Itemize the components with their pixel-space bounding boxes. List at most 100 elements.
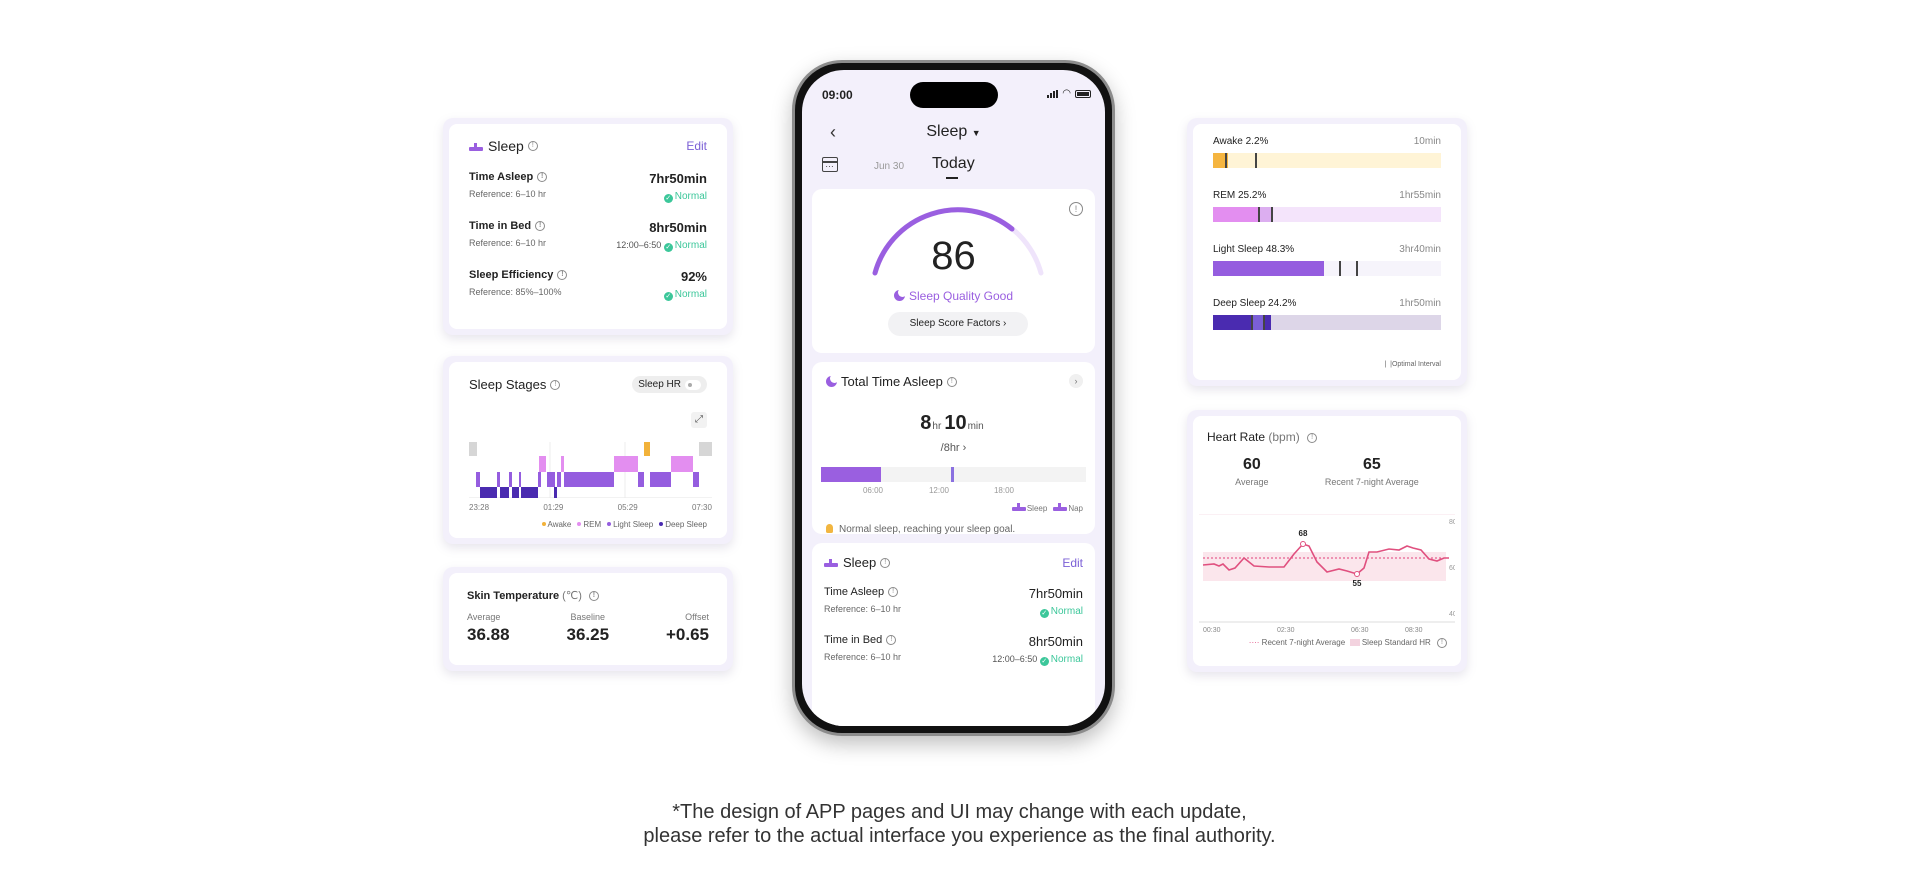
stage-deep: Deep Sleep 24.2% 1hr50min [1213, 298, 1441, 330]
legend-light: Light Sleep [607, 520, 653, 529]
awake-dot-icon [541, 522, 546, 526]
metric-value: 92% [680, 269, 707, 284]
sleep-stages-chart [469, 442, 712, 498]
check-icon: ✓ [663, 243, 673, 252]
info-icon[interactable] [535, 221, 546, 232]
sleep-summary-panel: Sleep Edit Time Asleep Reference: 6–10 h… [443, 118, 733, 335]
calendar-icon[interactable] [822, 157, 838, 172]
date-tab-prev[interactable]: Jun 30 [874, 161, 905, 172]
bed-time-range: 12:00–6:50 [992, 654, 1038, 664]
stage-rem: REM 25.2% 1hr55min [1213, 190, 1441, 222]
phone-frame: 09:00 ◠ ‹ Sleep ▼ Jun 30 Today ! 86 Slee… [792, 60, 1115, 736]
info-icon[interactable] [880, 557, 891, 568]
nav-title-dropdown[interactable]: Sleep ▼ [926, 123, 981, 140]
metric-time-asleep: Time Asleep Reference: 6–10 hr 7hr50min … [469, 171, 707, 203]
status-badge: ✓ Normal [1039, 654, 1083, 666]
sleep-goal-link[interactable]: /8hr › [940, 442, 967, 454]
sleep-card-title: Sleep [843, 555, 877, 570]
x-tick: 07:30 [691, 503, 712, 512]
status-badge: ✓ Normal [1039, 606, 1083, 618]
sleep-hr-toggle[interactable]: Sleep HR [632, 376, 707, 393]
stage-light: Light Sleep 48.3% 3hr40min [1213, 244, 1441, 276]
heart-rate-title: Heart Rate [1207, 430, 1266, 444]
x-tick: 05:29 [617, 503, 638, 512]
sleep-legend-icon [1011, 503, 1026, 511]
check-icon: ✓ [663, 194, 673, 203]
legend-rem: REM [577, 520, 601, 529]
sleep-card-title: Sleep [488, 138, 524, 154]
optimal-interval-legend: | |Optimal Interval [1384, 361, 1441, 368]
info-icon[interactable] [557, 270, 568, 281]
svg-text:60: 60 [1449, 565, 1455, 572]
hr-recent-average: 65 [1362, 456, 1381, 473]
hr-average-label: Average [1235, 477, 1269, 487]
toggle-knob [685, 379, 701, 390]
stages-legend: Awake REM Light Sleep Deep Sleep [541, 520, 707, 529]
sleep-score-factors-button[interactable]: Sleep Score Factors › [888, 312, 1028, 336]
stage-bar [1213, 153, 1441, 168]
back-button[interactable]: ‹ [830, 122, 836, 142]
edit-button[interactable]: Edit [1062, 555, 1083, 570]
skin-temperature-panel: Skin Temperature (℃) Average 36.88 Basel… [443, 567, 733, 671]
total-asleep-value: 8hr 10min [920, 412, 984, 434]
sleep-tip: Normal sleep, reaching your sleep goal. [826, 524, 1015, 535]
nap-segment [951, 467, 954, 482]
info-icon[interactable] [527, 141, 538, 151]
metric-name: Time in Bed [469, 220, 532, 232]
score-gauge [872, 207, 1044, 276]
svg-text:40: 40 [1449, 611, 1455, 618]
info-icon[interactable] [1307, 432, 1318, 443]
stage-bar [1213, 261, 1441, 276]
metric-reference: Reference: 6–10 hr [469, 238, 547, 248]
x-tick: 23:28 [469, 503, 490, 512]
sleep-score: 86 [931, 234, 976, 278]
light-dot-icon [607, 522, 612, 526]
edit-button[interactable]: Edit [686, 139, 707, 153]
info-icon[interactable] [537, 172, 548, 183]
status-badge: ✓ Normal [663, 289, 707, 301]
expand-icon[interactable]: ⤢ [691, 412, 707, 428]
svg-text:80: 80 [1449, 519, 1455, 526]
status-time: 09:00 [822, 88, 853, 102]
sleep-quality-label: Sleep Quality Good [812, 288, 1095, 303]
info-icon[interactable] [886, 635, 897, 646]
metric-name: Time Asleep [824, 586, 885, 598]
heart-rate-unit: (bpm) [1268, 430, 1300, 444]
stage-distribution-panel: Awake 2.2% 10min REM 25.2% 1hr55min Light … [1187, 118, 1467, 386]
chevron-right-icon[interactable]: › [1069, 374, 1083, 388]
battery-icon [1075, 89, 1091, 98]
dotted-line-icon: ···· [1248, 638, 1260, 648]
baseline-label: Baseline [570, 612, 606, 622]
check-icon: ✓ [663, 292, 673, 301]
sleep-stages-panel: Sleep Stages Sleep HR ⤢ [443, 356, 733, 544]
date-tab-today[interactable]: Today [932, 155, 975, 179]
info-icon[interactable] [1437, 638, 1447, 648]
band-swatch-icon [1349, 639, 1360, 647]
metric-name: Time in Bed [824, 634, 883, 646]
info-icon[interactable]: ! [1069, 202, 1083, 216]
disclaimer-line-2: please refer to the actual interface you… [643, 825, 1276, 847]
info-icon[interactable] [550, 379, 561, 390]
timeline-legend: Sleep Nap [1011, 503, 1083, 513]
skin-temp-unit: (℃) [562, 590, 582, 602]
svg-text:02:30: 02:30 [1277, 627, 1295, 634]
rem-dot-icon [577, 522, 582, 526]
svg-text:00:30: 00:30 [1203, 627, 1221, 634]
average-value: 36.88 [467, 625, 510, 644]
metric-reference: Reference: 6–10 hr [824, 604, 902, 614]
status-badge: ✓ Normal [663, 240, 707, 252]
nap-legend-icon [1053, 503, 1068, 511]
metric-value: 8hr50min [649, 220, 707, 235]
info-icon[interactable] [946, 376, 957, 387]
average-label: Average [467, 612, 501, 622]
bed-icon [824, 558, 838, 567]
info-icon[interactable] [888, 587, 899, 598]
metric-value: 7hr50min [1028, 586, 1083, 601]
phone-screen: 09:00 ◠ ‹ Sleep ▼ Jun 30 Today ! 86 Slee… [802, 70, 1105, 726]
hr-recent-average-label: Recent 7-night Average [1324, 477, 1419, 487]
wifi-icon: ◠ [1062, 88, 1071, 99]
svg-text:06:30: 06:30 [1351, 627, 1369, 634]
bed-icon [469, 142, 483, 151]
check-icon: ✓ [1039, 657, 1049, 666]
info-icon[interactable] [588, 591, 599, 602]
